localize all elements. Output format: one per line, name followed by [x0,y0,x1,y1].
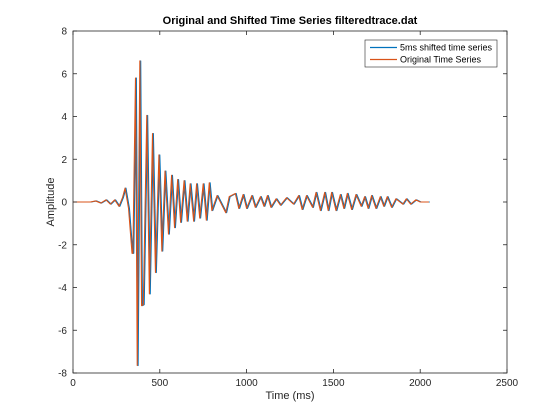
legend: 5ms shifted time series Original Time Se… [364,39,498,68]
x-tick-label: 500 [151,378,168,389]
x-tick-label: 2000 [409,378,432,389]
y-tick-label: 2 [61,155,67,166]
y-tick-label: 4 [61,112,67,123]
ticks-layer: 0 500 1000 1500 2000 2500 -8 -6 -4 -2 0 2 4 6 8 [58,27,518,390]
legend-box [364,39,498,68]
y-axis-label: Amplitude [45,178,57,227]
y-tick-label: 6 [61,69,67,80]
legend-label-original: Original Time Series [400,55,482,65]
series-line-shifted [73,60,430,367]
y-tick-label: -6 [58,326,67,337]
y-tick-label: -8 [58,369,67,380]
x-axis-label: Time (ms) [265,390,314,402]
series-line-original [73,60,429,367]
y-tick-label: -4 [58,283,67,294]
y-tick-label: 0 [61,198,67,209]
x-tick-label: 1500 [322,378,345,389]
y-tick-label: 8 [61,27,67,38]
x-tick-label: 2500 [496,378,519,389]
x-tick-label: 0 [70,378,76,389]
chart-title: Original and Shifted Time Series filtere… [163,15,418,27]
legend-label-shifted: 5ms shifted time series [400,43,493,53]
x-tick-label: 1000 [235,378,258,389]
series-layer [73,60,430,367]
y-tick-label: -2 [58,240,67,251]
